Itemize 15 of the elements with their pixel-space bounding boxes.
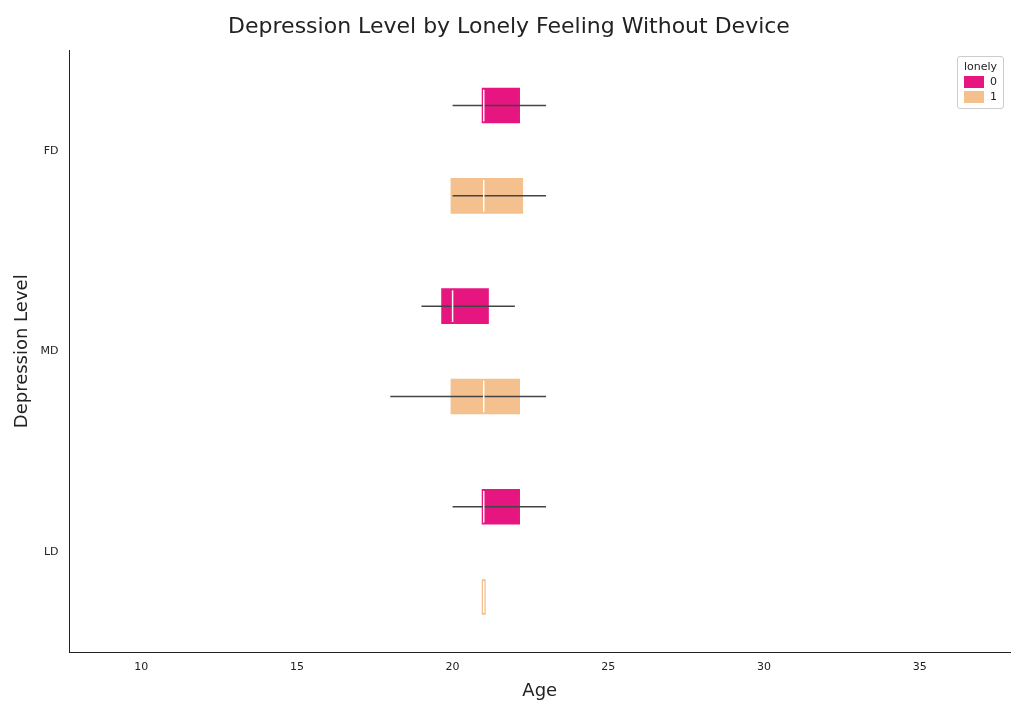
y-tick-label: FD: [43, 143, 59, 157]
chart-title: Depression Level by Lonely Feeling Without Device: [228, 12, 790, 38]
y-axis-title: Depression Level: [10, 274, 32, 429]
y-tick-label: MD: [40, 344, 59, 358]
x-tick-label: 15: [289, 659, 304, 673]
legend-label: 0: [990, 75, 997, 89]
x-tick-label: 20: [445, 659, 460, 673]
y-tick-label: LD: [43, 544, 59, 558]
legend-label: 1: [990, 90, 997, 104]
x-tick-label: 10: [134, 659, 149, 673]
x-tick-label: 25: [601, 659, 616, 673]
legend-title: lonely: [964, 60, 998, 74]
x-axis-title: Age: [522, 678, 558, 700]
x-tick-label: 35: [912, 659, 927, 673]
x-tick-label: 30: [756, 659, 771, 673]
